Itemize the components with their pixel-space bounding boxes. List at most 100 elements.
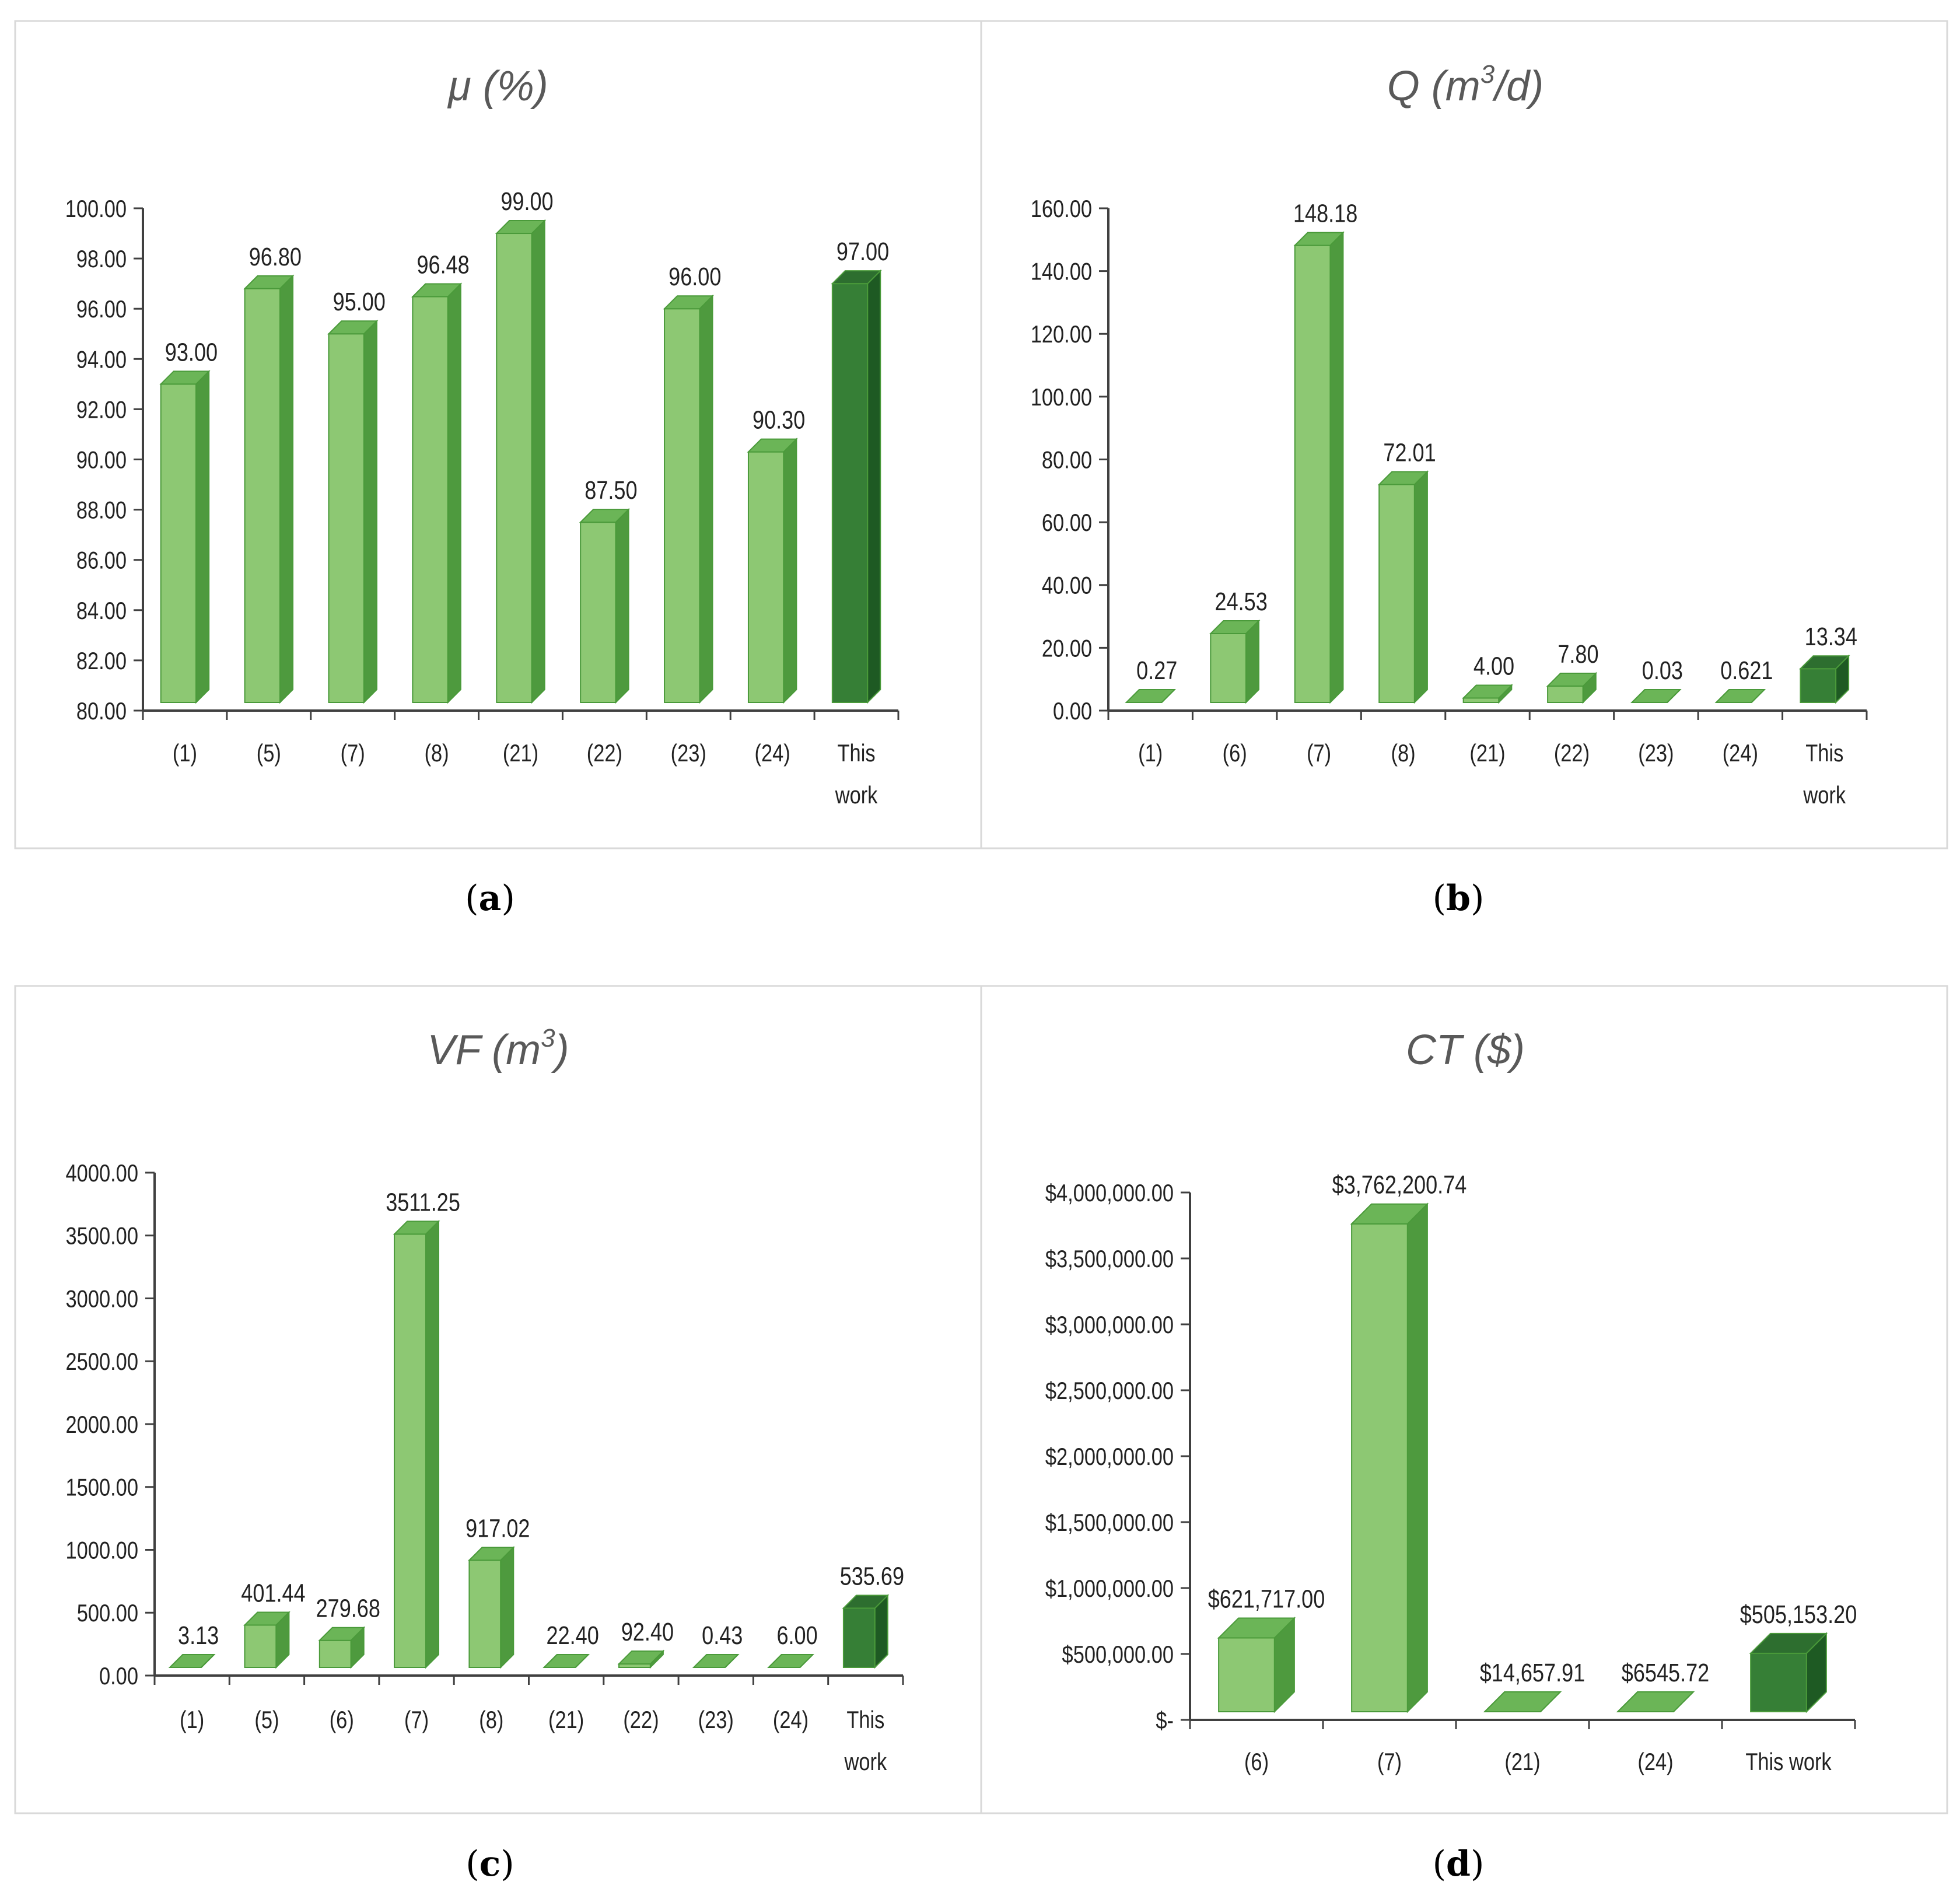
bar-d-4 [1749,1632,1828,1713]
data-label: 0.621 [1720,656,1773,685]
bar-front-face [1351,1223,1408,1713]
data-label: $6545.72 [1622,1659,1709,1687]
x-tick-label: (21) [503,740,538,767]
x-tick-label-line: work [1803,782,1846,809]
x-tick-label: (7) [1377,1748,1402,1776]
bar-front-face [1210,632,1247,703]
bar-front-face [1547,686,1584,703]
data-label: 87.50 [584,476,637,505]
bar-top-face [168,1654,216,1668]
caption-a: (a) [465,878,515,919]
bar-side-face [1406,1202,1428,1713]
bar-front-face [831,283,869,703]
bar-b-4 [1462,684,1513,704]
bar-a-5 [579,508,631,704]
y-tick-label: 86.00 [76,547,127,575]
bar-b-1 [1209,619,1261,704]
x-tick-label: (8) [479,1706,503,1734]
bar-top-face [1630,689,1682,703]
x-tick-label: (5) [254,1706,279,1734]
caption-c: (c) [466,1844,514,1884]
y-tick-label: 2500.00 [66,1348,138,1376]
data-label: 72.01 [1383,438,1436,467]
data-label: 13.34 [1805,622,1857,651]
bar-c-5 [542,1654,590,1668]
bar-top-face [1293,232,1345,246]
y-tick-label: $2,500,000.00 [1045,1377,1174,1405]
y-tick-label: 94.00 [76,346,127,373]
y-tick-label: $3,500,000.00 [1045,1246,1174,1273]
x-tick-label: (5) [257,740,281,767]
data-label: 96.80 [249,242,302,271]
bar-top-face [467,1547,515,1561]
data-label: 0.43 [702,1621,743,1650]
data-label: 99.00 [501,187,553,216]
data-label: 0.03 [1642,656,1683,685]
bar-top-face [159,370,211,385]
bar-b-5 [1546,672,1598,704]
bar-side-face [279,274,294,704]
y-tick-label: 100.00 [65,195,127,223]
bar-front-face [747,451,785,704]
bar-front-face [496,233,533,703]
bar-top-face [1483,1691,1562,1712]
x-tick-label: This work [835,740,878,809]
x-tick-label-line: This [1805,740,1843,767]
bar-side-face [783,438,797,704]
bar-top-face [747,438,798,453]
y-tick-label: 80.00 [76,698,127,725]
data-label: 93.00 [165,338,218,366]
x-tick-label: (21) [1504,1748,1540,1776]
bar-front-face [1294,244,1331,703]
x-tick-label: (6) [1223,740,1247,767]
y-tick-label: 500.00 [77,1600,138,1627]
y-tick-label: 2000.00 [66,1411,138,1439]
data-label: 7.80 [1558,640,1598,669]
bar-side-face [500,1545,514,1669]
y-tick-label: 20.00 [1042,635,1092,662]
caption-a-letter: a [479,878,502,919]
bar-d-3 [1616,1691,1695,1712]
bar-top-face [327,320,379,335]
bar-top-face [1209,620,1261,634]
x-tick-label-line: work [844,1748,887,1776]
panel-b-title-sup: 3 [1480,60,1495,89]
bar-front-face [412,296,449,703]
bar-top-face [831,270,882,285]
data-label: 4.00 [1474,652,1514,680]
x-tick-label: This work [1803,740,1846,809]
bar-top-face [1749,1632,1828,1654]
y-tick-label: 4000.00 [66,1160,138,1187]
bar-side-face [447,282,461,704]
y-tick-label: 3000.00 [66,1285,138,1313]
data-label: $3,762,200.74 [1332,1170,1467,1199]
bar-top-face [1217,1617,1296,1639]
bar-side-face [1413,470,1428,704]
y-tick-label: 160.00 [1031,195,1092,223]
bar-front-face [244,288,281,703]
x-tick-label: (21) [548,1706,584,1734]
y-tick-label: 96.00 [76,296,127,323]
x-tick-label: (23) [698,1706,734,1734]
data-label: $505,153.20 [1740,1600,1857,1628]
data-label: 535.69 [840,1562,904,1590]
bar-c-3 [393,1219,440,1669]
bar-top-face [495,220,547,235]
x-tick-label: (22) [1554,740,1590,767]
panel-a-plot: 80.00 82.00 84.00 86.00 88.00 90.00 92.00 94.00… [65,187,900,809]
bar-d-1 [1350,1202,1429,1713]
bar-c-1 [243,1611,290,1669]
bar-a-6 [663,294,714,704]
bar-d-0 [1217,1617,1296,1713]
x-tick-label: (24) [1637,1748,1673,1776]
x-tick-label: (24) [773,1706,808,1734]
bar-side-face [1329,231,1344,704]
y-tick-label: 40.00 [1042,572,1092,600]
y-tick-label: $1,500,000.00 [1045,1509,1174,1537]
x-tick-label: (24) [1723,740,1758,767]
bar-top-face [393,1220,440,1235]
bar-top-face [579,509,631,523]
panel-c-plot: 0.00 500.00 1000.00 1500.00 2000.00 2500.00 30… [66,1160,904,1776]
y-tick-label: 3500.00 [66,1223,138,1250]
x-tick-label: (7) [341,740,365,767]
